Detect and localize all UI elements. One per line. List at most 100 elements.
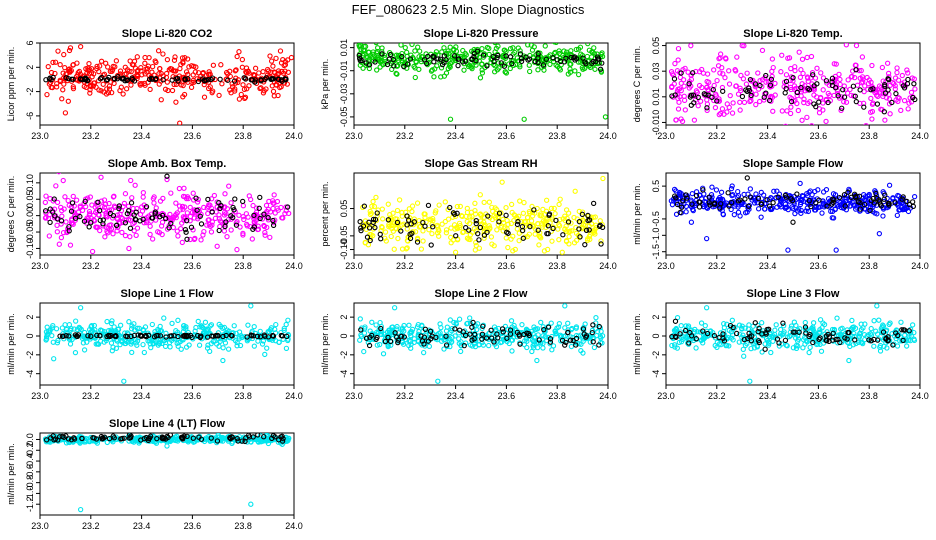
data-point (524, 338, 530, 344)
data-point (532, 338, 538, 345)
data-point (111, 435, 117, 441)
data-point (503, 70, 510, 76)
data-point (512, 246, 518, 253)
data-point (490, 338, 496, 344)
data-point (677, 209, 683, 216)
data-point (868, 338, 874, 344)
data-point (701, 91, 707, 97)
data-point (802, 319, 808, 326)
data-point (563, 228, 570, 235)
data-point (374, 329, 380, 336)
data-point (263, 86, 269, 92)
data-point (793, 205, 799, 211)
data-point (860, 76, 866, 82)
data-point (726, 203, 732, 209)
data-point (543, 216, 549, 222)
data-point (521, 331, 527, 338)
data-point (897, 207, 903, 213)
data-point (899, 196, 905, 202)
data-point (857, 330, 863, 336)
data-point (108, 320, 115, 327)
data-point (86, 208, 93, 215)
data-point (770, 333, 776, 339)
data-point (514, 221, 521, 228)
data-point (93, 341, 99, 347)
data-point (106, 435, 113, 442)
data-point (105, 64, 111, 70)
x-tick-label: 24.0 (285, 521, 303, 531)
data-point (124, 77, 130, 84)
data-point (567, 66, 573, 72)
data-point (877, 342, 884, 349)
data-point (404, 226, 410, 232)
data-point (180, 82, 186, 89)
data-point (739, 43, 745, 49)
data-point (907, 95, 913, 101)
data-point (100, 217, 106, 223)
data-point (251, 323, 257, 330)
data-point (900, 337, 906, 344)
plot-frame (665, 302, 921, 386)
data-point (127, 225, 134, 231)
data-point (371, 203, 378, 210)
data-point (688, 219, 695, 225)
data-point (788, 196, 794, 202)
x-tick-label: 23.4 (133, 521, 151, 531)
data-point (886, 76, 892, 83)
data-point (146, 332, 152, 339)
data-point (798, 210, 804, 216)
y-axis-label: kPa per min. (320, 59, 330, 110)
data-point (600, 175, 606, 182)
data-point (843, 43, 849, 48)
data-point (164, 56, 171, 63)
data-point (159, 212, 166, 219)
data-point (55, 48, 61, 54)
data-point (849, 317, 855, 324)
data-point (406, 206, 412, 212)
data-point (380, 216, 386, 222)
data-point (801, 96, 807, 102)
data-point (164, 433, 170, 440)
data-point (246, 83, 252, 89)
data-point (831, 197, 837, 203)
data-point (473, 242, 479, 249)
data-point (443, 56, 449, 63)
data-point (875, 337, 881, 343)
data-point (733, 83, 739, 89)
data-point (398, 43, 404, 48)
data-point (710, 87, 716, 93)
data-point (572, 188, 578, 194)
data-point (866, 337, 872, 343)
data-point (589, 327, 596, 334)
data-point (183, 344, 190, 350)
y-tick-label: 0 (339, 333, 349, 338)
data-point (874, 303, 880, 309)
data-point (548, 205, 555, 212)
panel-title: Slope Amb. Box Temp. (108, 158, 227, 170)
data-point (160, 195, 166, 202)
y-tick-label: -1.5 (651, 244, 661, 260)
data-point (669, 93, 675, 99)
data-point (409, 43, 415, 47)
series-2 (669, 318, 912, 352)
data-point (173, 99, 179, 105)
y-tick-label: -1.0 (25, 486, 35, 502)
data-point (675, 106, 682, 112)
data-point (737, 107, 743, 113)
data-point (546, 211, 553, 217)
data-point (79, 435, 85, 442)
data-point (534, 326, 541, 332)
data-point (885, 200, 891, 206)
data-point (894, 69, 900, 76)
data-point (711, 67, 717, 73)
data-point (688, 43, 694, 49)
data-point (167, 344, 173, 350)
data-point (170, 224, 176, 231)
panel-4: Slope Amb. Box Temp.23.0 23.2 23.4 23.6 23.8… (6, 158, 303, 271)
data-point (705, 87, 711, 93)
data-point (893, 90, 899, 97)
data-point (97, 217, 103, 223)
data-point (67, 242, 74, 248)
data-point (486, 199, 493, 205)
